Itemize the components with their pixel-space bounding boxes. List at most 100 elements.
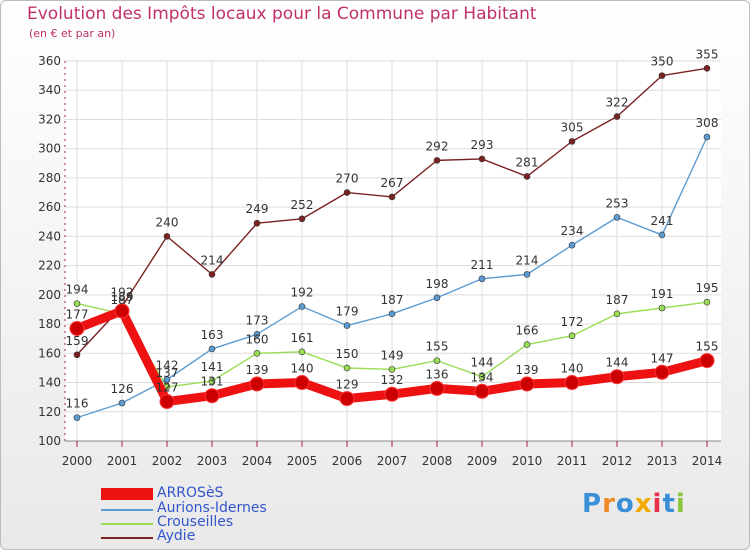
data-label: 137	[156, 366, 179, 380]
data-point	[478, 155, 486, 163]
data-label: 141	[201, 360, 224, 374]
data-label: 305	[561, 120, 584, 134]
data-label: 214	[516, 253, 539, 267]
data-point	[249, 376, 265, 392]
x-tick-label: 2007	[377, 454, 408, 468]
chart-subtitle: (en € et par an)	[29, 27, 116, 40]
x-tick-label: 2004	[242, 454, 273, 468]
data-point	[163, 233, 171, 240]
data-label: 252	[291, 198, 314, 212]
data-point	[253, 350, 261, 357]
x-tick-label: 2001	[107, 454, 138, 468]
legend-label: Aurions-Idernes	[157, 500, 267, 516]
legend-label: ARROSèS	[157, 485, 224, 501]
data-point	[564, 375, 580, 391]
data-point	[343, 189, 351, 196]
data-point	[73, 414, 81, 421]
legend-swatch	[101, 509, 153, 511]
x-tick-label: 2013	[647, 454, 678, 468]
legend-swatch	[101, 488, 153, 500]
data-point	[478, 275, 486, 283]
data-point	[343, 364, 351, 372]
data-label: 144	[471, 356, 494, 370]
data-point	[658, 231, 666, 239]
data-point	[478, 373, 486, 380]
x-tick-label: 2005	[287, 454, 318, 468]
data-point	[654, 364, 670, 380]
data-point	[114, 303, 130, 319]
y-tick-label: 220	[38, 259, 61, 273]
legend-label: Crouseilles	[157, 514, 234, 530]
data-label: 267	[381, 176, 404, 190]
data-label: 155	[426, 340, 449, 354]
data-point	[433, 294, 441, 302]
data-label: 270	[336, 172, 359, 186]
data-label: 126	[111, 382, 134, 396]
data-point	[433, 157, 441, 164]
x-tick-label: 2008	[422, 454, 453, 468]
data-label: 127	[156, 381, 179, 395]
data-label: 173	[246, 313, 269, 327]
data-label: 308	[696, 116, 719, 130]
data-point	[384, 386, 400, 402]
data-label: 350	[651, 55, 674, 69]
data-label: 322	[606, 96, 629, 110]
proxiti-logo: Proxiti	[582, 489, 686, 519]
y-tick-label: 320	[38, 112, 61, 126]
x-tick-label: 2002	[152, 454, 183, 468]
data-label: 187	[111, 293, 134, 307]
data-label: 191	[651, 287, 674, 301]
data-point	[523, 271, 531, 278]
data-label: 292	[426, 139, 449, 153]
data-label: 161	[291, 331, 314, 345]
data-label: 140	[291, 362, 314, 376]
data-label: 131	[201, 375, 224, 389]
data-point	[208, 345, 216, 353]
data-label: 281	[516, 155, 539, 169]
y-tick-label: 240	[38, 229, 61, 243]
series-aydie	[73, 65, 711, 359]
data-point	[703, 133, 711, 141]
y-tick-label: 140	[38, 376, 61, 390]
data-point	[613, 310, 621, 318]
y-tick-label: 100	[38, 434, 61, 448]
y-tick-label: 260	[38, 200, 61, 214]
data-point	[658, 72, 666, 79]
data-label: 253	[606, 196, 629, 210]
data-point	[388, 366, 396, 373]
data-point	[298, 348, 306, 356]
data-point	[433, 357, 441, 364]
y-tick-label: 280	[38, 171, 61, 185]
data-label: 139	[246, 363, 269, 377]
data-label: 149	[381, 348, 404, 362]
data-point	[519, 376, 535, 392]
data-label: 293	[471, 138, 494, 152]
data-label: 142	[156, 359, 179, 373]
data-point	[159, 394, 175, 410]
y-tick-label: 300	[38, 142, 61, 156]
data-point	[523, 173, 531, 180]
data-label: 187	[606, 293, 629, 307]
x-tick-label: 2006	[332, 454, 363, 468]
data-label: 136	[426, 367, 449, 381]
data-label: 195	[696, 281, 719, 295]
data-point	[69, 320, 85, 336]
data-point	[699, 353, 715, 369]
data-label: 166	[516, 324, 539, 338]
data-point	[568, 138, 576, 145]
data-label: 194	[66, 283, 89, 297]
data-point	[429, 380, 445, 396]
data-label: 129	[336, 378, 359, 392]
data-point	[298, 215, 306, 223]
x-tick-label: 2000	[62, 454, 93, 468]
data-point	[388, 193, 396, 201]
y-tick-label: 160	[38, 346, 61, 360]
data-label: 172	[561, 315, 584, 329]
data-label: 160	[246, 332, 269, 346]
data-label: 163	[201, 328, 224, 342]
data-point	[613, 214, 621, 221]
data-point	[609, 369, 625, 385]
y-tick-label: 180	[38, 317, 61, 331]
data-point	[298, 303, 306, 310]
